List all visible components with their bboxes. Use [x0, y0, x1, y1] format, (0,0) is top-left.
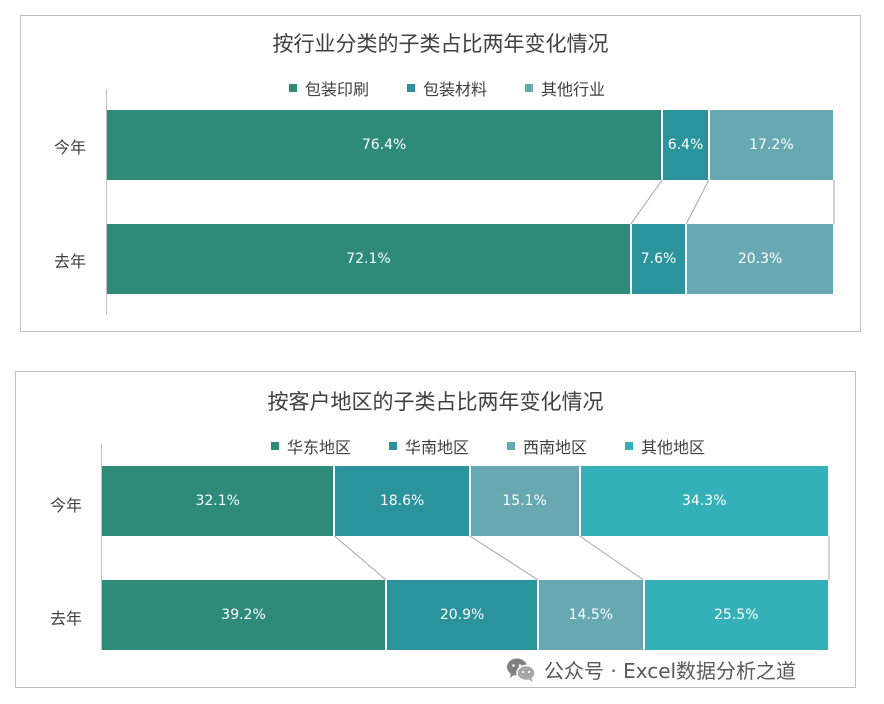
chart-panel-industry: 按行业分类的子类占比两年变化情况 包装印刷 包装材料 其他行业 今年 去年 76… — [20, 15, 861, 332]
series-line — [469, 535, 539, 581]
data-label: 20.3% — [737, 251, 783, 267]
legend-label: 西南地区 — [523, 438, 588, 457]
category-label-this-year: 今年 — [50, 496, 83, 515]
bar-segment: 76.4% — [107, 110, 662, 180]
bar-segment: 17.2% — [709, 110, 833, 180]
legend-item: 华东地区 — [271, 434, 351, 458]
bar-segment: 20.3% — [687, 224, 833, 294]
legend-item: 其他行业 — [525, 76, 605, 100]
series-line — [685, 179, 710, 225]
legend-label: 华南地区 — [405, 438, 470, 457]
chart-legend: 包装印刷 包装材料 其他行业 — [289, 76, 605, 100]
data-label: 20.9% — [439, 607, 485, 623]
bar-segment: 25.5% — [644, 580, 828, 650]
legend-label: 其他地区 — [641, 438, 706, 457]
bar-segment: 20.9% — [387, 580, 538, 650]
series-line — [334, 535, 387, 581]
legend-item: 西南地区 — [507, 434, 587, 458]
series-line — [579, 535, 644, 581]
data-label: 32.1% — [195, 493, 240, 509]
wechat-icon — [507, 658, 536, 682]
chart-title: 按行业分类的子类占比两年变化情况 — [272, 32, 609, 56]
data-label: 39.2% — [221, 607, 266, 623]
legend-swatch — [407, 84, 416, 92]
legend-item: 包装印刷 — [289, 76, 369, 100]
bar-segment: 72.1% — [107, 224, 630, 294]
bar-segment: 7.6% — [631, 224, 686, 294]
legend-label: 包装印刷 — [305, 80, 370, 99]
watermark: 公众号 · Excel数据分析之道 — [506, 655, 796, 684]
data-label: 34.3% — [682, 493, 727, 509]
data-label: 76.4% — [361, 137, 407, 153]
category-label-last-year: 去年 — [54, 252, 87, 271]
data-label: 18.6% — [379, 493, 425, 509]
data-label: 72.1% — [346, 251, 391, 267]
bar-segment: 18.6% — [335, 466, 469, 536]
legend-swatch — [507, 442, 516, 450]
legend-label: 其他行业 — [541, 80, 606, 99]
bar-segment: 15.1% — [470, 466, 579, 536]
category-label-last-year: 去年 — [50, 609, 83, 628]
chart-title: 按客户地区的子类占比两年变化情况 — [267, 390, 604, 414]
data-label: 25.5% — [714, 607, 759, 623]
chart-legend: 华东地区 华南地区 西南地区 其他地区 — [271, 434, 705, 458]
category-label-this-year: 今年 — [54, 138, 87, 157]
category-axis — [101, 444, 102, 650]
bar-segment: 6.4% — [663, 110, 708, 180]
chart-panel-region: 按客户地区的子类占比两年变化情况 华东地区 华南地区 西南地区 其他地区 今年 … — [15, 371, 856, 688]
data-label: 17.2% — [749, 137, 794, 153]
legend-swatch — [389, 442, 398, 450]
bar-segment: 39.2% — [102, 580, 386, 650]
bar-segment: 34.3% — [580, 466, 828, 536]
bar-segment: 14.5% — [539, 580, 643, 650]
legend-item: 其他地区 — [625, 434, 705, 458]
legend-swatch — [625, 442, 634, 450]
legend-swatch — [525, 84, 534, 92]
legend-label: 包装材料 — [423, 80, 488, 99]
legend-label: 华东地区 — [287, 438, 352, 457]
category-axis — [106, 89, 107, 315]
legend-swatch — [271, 442, 279, 450]
data-label: 6.4% — [667, 137, 704, 153]
watermark-text: 公众号 · Excel数据分析之道 — [544, 659, 797, 683]
series-line — [630, 179, 663, 225]
legend-item: 包装材料 — [407, 76, 487, 100]
data-label: 15.1% — [502, 493, 547, 509]
data-label: 7.6% — [640, 251, 677, 267]
bar-segment: 32.1% — [102, 466, 334, 536]
legend-swatch — [289, 84, 297, 92]
data-label: 14.5% — [568, 607, 614, 623]
legend-item: 华南地区 — [389, 434, 469, 458]
